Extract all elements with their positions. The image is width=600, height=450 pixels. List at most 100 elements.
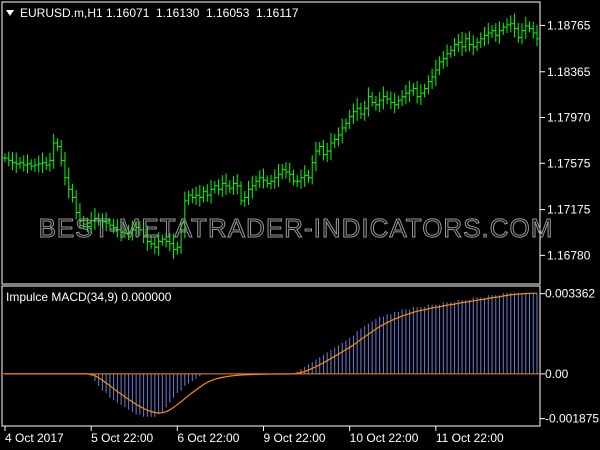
price-bar [475,37,480,52]
price-bar [486,22,491,45]
price-bar [104,212,109,232]
price-bar [212,181,217,194]
indicator-pane[interactable]: Impulce MACD(34,9) 0.000000 0.0033620.00… [1,285,599,427]
price-bar [388,91,393,110]
chart-menu-triangle-icon[interactable] [6,10,14,16]
price-bar [122,226,127,239]
price-bar [137,221,142,236]
price-bar [164,232,169,248]
price-bar [520,23,525,45]
price-bar [283,162,288,179]
price-bar [171,233,176,259]
price-bar [317,141,322,156]
price-bar [32,158,37,173]
price-bar [460,32,465,57]
price-bar [235,174,240,195]
price-bar [343,118,348,133]
price-bar [381,86,386,110]
time-tick-label: 6 Oct 22:00 [177,431,239,445]
price-bar [36,155,41,173]
price-bar [527,21,532,33]
price-bar [407,80,412,103]
time-tick-label: 5 Oct 22:00 [91,431,153,445]
price-bar [194,186,199,205]
price-pane[interactable]: EURUSD.m,H1 1.16071 1.16130 1.16053 1.16… [1,1,591,285]
price-bar [501,22,506,35]
price-bar [276,164,281,187]
price-bar [74,190,79,220]
price-bar [351,103,356,124]
price-bar [295,174,300,188]
price-bar [418,83,423,106]
price-bar [471,35,476,56]
price-bar [239,181,244,206]
price-bar [55,138,60,151]
price-bar [190,188,195,204]
price-bar [265,175,270,188]
price-bar [227,180,232,194]
price-bar [482,26,487,47]
macd-signal-line [5,292,538,414]
macd-histogram [90,292,538,417]
price-bar [325,142,330,163]
price-bar [392,93,397,114]
time-axis: 4 Oct 2017 5 Oct 22:00 6 Oct 22:00 9 Oct 22… [4,426,504,445]
price-bar [456,33,461,53]
price-bar [77,203,82,229]
price-bar [145,225,150,251]
time-tick-label: 11 Oct 22:00 [436,431,504,445]
price-bar [306,169,311,183]
price-bar [167,233,172,252]
price-bar [493,23,498,42]
ohlc-open: 1.16071 [106,6,150,20]
indicator-tick-label: 0.003362 [545,287,595,301]
price-bar [40,152,45,174]
price-bar [85,217,90,233]
price-bar [134,222,139,235]
price-bar [516,22,521,43]
price-bar [430,68,435,90]
price-bar [21,155,26,172]
price-bar [328,132,333,161]
price-bar [340,118,345,144]
price-bar [535,24,539,47]
price-bar [523,16,528,39]
price-bar [25,154,30,174]
time-tick-label: 10 Oct 22:00 [350,431,419,445]
price-bar [51,133,56,169]
price-bar [336,127,341,147]
price-bar [59,139,64,167]
price-bar [505,18,510,34]
symbol-label: EURUSD.m,H1 [20,6,103,20]
price-bar [512,13,517,38]
price-bar [302,165,307,187]
price-bar [3,153,7,163]
price-bar [497,21,502,44]
price-bar [175,241,180,255]
price-bar [445,44,450,67]
ohlc-high: 1.16130 [156,6,200,20]
price-bar [152,236,157,254]
price-bar [111,218,116,234]
price-bar [100,213,105,229]
price-bar [377,91,382,113]
price-bar [373,95,378,111]
time-tick-label: 9 Oct 22:00 [264,431,326,445]
price-bar [231,176,236,195]
price-bar [186,190,191,206]
price-bars [3,13,539,259]
price-tick-label: 1.17175 [547,203,591,217]
price-bar [81,215,86,229]
price-bar [209,180,214,204]
price-bar [355,98,360,121]
price-bar [47,152,52,172]
price-bar [321,139,326,161]
price-bar [242,190,247,207]
price-tick-label: 1.17970 [547,111,591,125]
price-tick-label: 1.16780 [547,248,591,262]
indicator-label: Impulce MACD(34,9) 0.000000 [6,290,172,304]
price-bar [130,220,135,241]
price-bar [508,15,513,33]
